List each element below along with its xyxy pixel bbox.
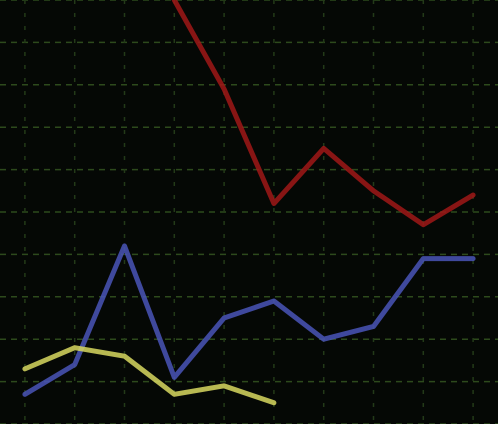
series-line <box>22 345 277 406</box>
series-line <box>22 243 476 397</box>
series-line <box>171 0 476 228</box>
